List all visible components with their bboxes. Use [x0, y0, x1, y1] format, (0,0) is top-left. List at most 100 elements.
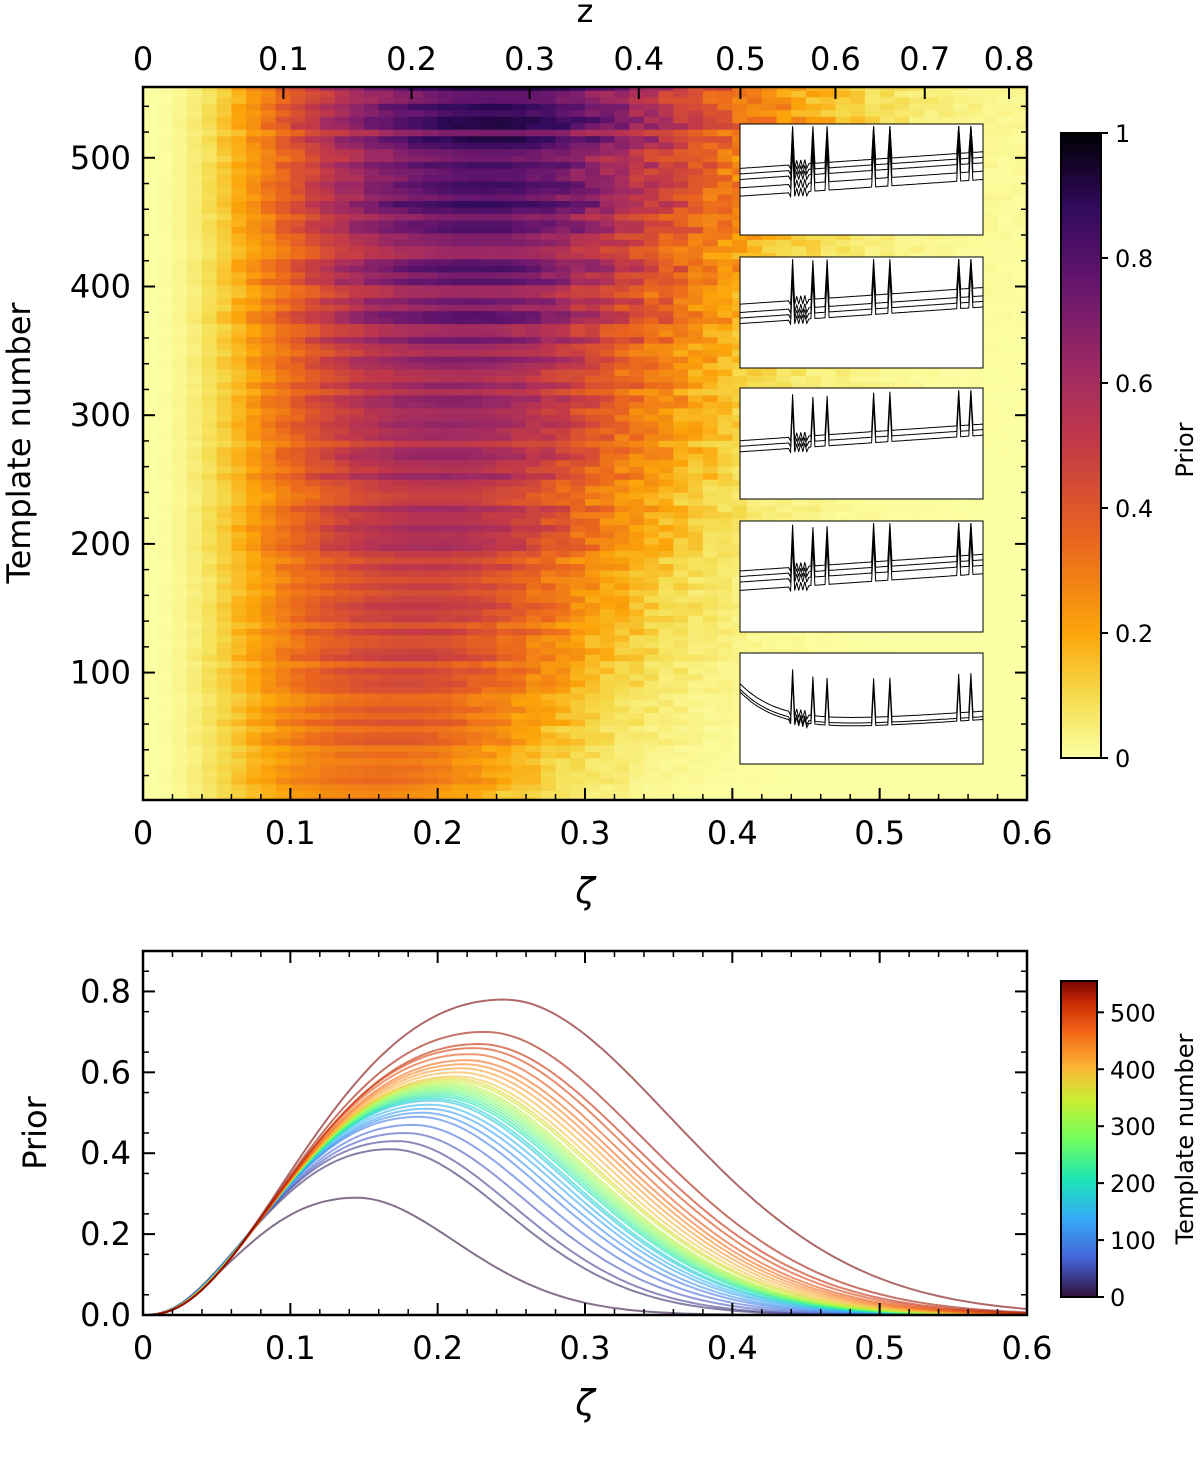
heatmap-cell	[732, 498, 748, 506]
heatmap-cell	[187, 770, 203, 778]
heatmap-cell	[260, 543, 277, 552]
heatmap-cell	[467, 446, 483, 454]
heatmap-cell	[334, 323, 350, 331]
heatmap-cell	[496, 576, 512, 584]
heatmap-cell	[673, 647, 689, 655]
heatmap-cell	[614, 537, 630, 545]
heatmap-cell	[260, 511, 277, 519]
heatmap-cell	[835, 796, 851, 800]
heatmap-cell	[879, 796, 895, 800]
heatmap-cell	[688, 284, 704, 292]
heatmap-cell	[216, 336, 232, 344]
heatmap-cell	[216, 479, 232, 487]
heatmap-cell	[422, 466, 439, 474]
heatmap-cell	[452, 394, 468, 402]
heatmap-cell	[378, 291, 395, 299]
heatmap-cell	[614, 582, 630, 590]
heatmap-cell	[570, 731, 586, 739]
heatmap-cell	[364, 440, 380, 448]
heatmap-cell	[452, 524, 468, 532]
heatmap-cell	[658, 466, 674, 474]
heatmap-cell	[555, 634, 571, 642]
heatmap-cell	[157, 569, 174, 577]
heatmap-cell	[157, 310, 174, 318]
heatmap-cell	[953, 647, 969, 655]
heatmap-cell	[540, 420, 557, 428]
heatmap-cell	[364, 796, 380, 800]
heatmap-cell	[702, 667, 719, 675]
heatmap-cell	[319, 459, 336, 467]
heatmap-cell	[231, 310, 247, 318]
heatmap-cell	[378, 719, 395, 727]
heatmap-cell	[570, 693, 586, 701]
heatmap-cell	[511, 783, 527, 791]
heatmap-cell	[143, 569, 159, 577]
heatmap-cell	[334, 595, 350, 603]
heatmap-cell	[187, 543, 203, 552]
heatmap-cell	[820, 796, 837, 800]
heatmap-cell	[982, 304, 999, 312]
heatmap-cell	[349, 719, 365, 727]
heatmap-cell	[275, 686, 291, 694]
heatmap-cell	[673, 556, 689, 564]
heatmap-cell	[982, 278, 999, 286]
heatmap-cell	[422, 414, 439, 422]
heatmap-cell	[599, 420, 616, 428]
heatmap-cell	[201, 790, 218, 798]
heatmap-cell	[143, 706, 159, 714]
heatmap-cell	[540, 790, 557, 798]
heatmap-cell	[585, 524, 601, 532]
heatmap-cell	[172, 440, 188, 448]
heatmap-cell	[437, 414, 453, 422]
heatmap-cell	[246, 466, 262, 474]
heatmap-cell	[260, 485, 277, 493]
heatmap-cell	[422, 278, 439, 286]
heatmap-cell	[496, 673, 512, 681]
heatmap-cell	[585, 634, 601, 642]
heatmap-cell	[717, 459, 733, 467]
heatmap-cell	[879, 790, 895, 798]
heatmap-cell	[511, 343, 527, 351]
heatmap-cell	[364, 317, 380, 325]
heatmap-cell	[437, 764, 453, 772]
heatmap-cell	[688, 634, 704, 642]
heatmap-cell	[643, 693, 660, 701]
heatmap-cell	[1012, 407, 1027, 415]
heatmap-cell	[702, 349, 719, 357]
heatmap-cell	[216, 375, 232, 383]
heatmap-cell	[467, 291, 483, 299]
heatmap-cell	[688, 731, 704, 739]
heatmap-cell	[422, 693, 439, 701]
heatmap-cell	[187, 608, 203, 616]
heatmap-cell	[717, 738, 733, 746]
heatmap-cell	[260, 317, 277, 325]
heatmap-cell	[555, 466, 571, 474]
heatmap-cell	[511, 647, 527, 655]
heatmap-cell	[201, 317, 218, 325]
heatmap-cell	[349, 453, 365, 461]
heatmap-cell	[172, 394, 188, 402]
heatmap-cell	[806, 641, 822, 649]
heatmap-cell	[275, 433, 291, 441]
heatmap-cell	[982, 783, 999, 791]
heatmap-cell	[334, 368, 350, 377]
heatmap-cell	[393, 699, 409, 707]
heatmap-cell	[614, 453, 630, 461]
heatmap-cell	[585, 693, 601, 701]
heatmap-cell	[570, 446, 586, 454]
heatmap-cell	[717, 349, 733, 357]
heatmap-cell	[614, 751, 630, 759]
heatmap-cell	[820, 368, 837, 377]
heatmap-cell	[526, 647, 542, 655]
heatmap-cell	[246, 349, 262, 357]
heatmap-cell	[997, 770, 1013, 778]
heatmap-cell	[216, 634, 232, 642]
heatmap-cell	[997, 550, 1013, 558]
heatmap-cell	[275, 317, 291, 325]
heatmap-cell	[143, 492, 159, 500]
heatmap-cell	[570, 641, 586, 649]
heatmap-cell	[688, 693, 704, 701]
heatmap-cell	[349, 699, 365, 707]
heatmap-cell	[982, 323, 999, 331]
heatmap-cell	[658, 576, 674, 584]
